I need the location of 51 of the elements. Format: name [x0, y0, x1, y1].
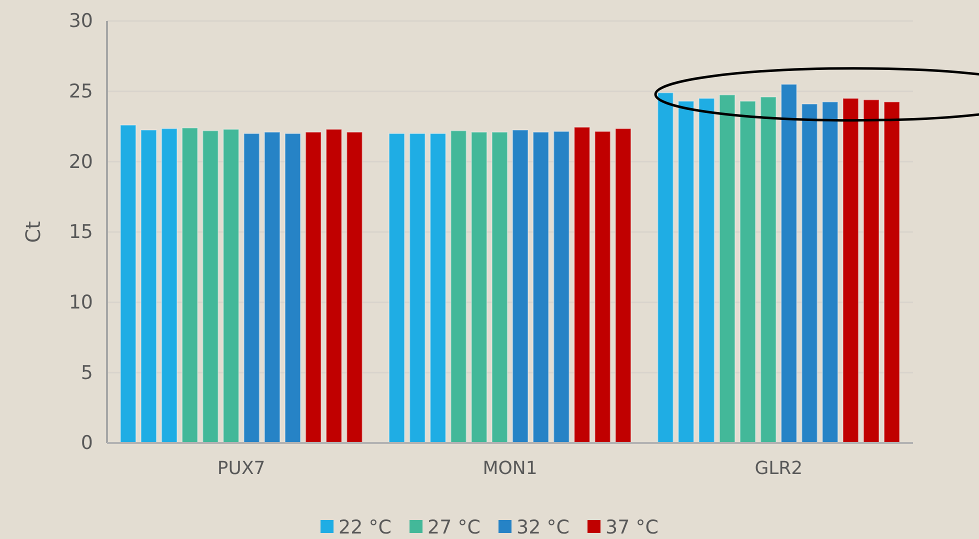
y-tick-label: 10 [68, 291, 93, 314]
bar [884, 101, 900, 444]
x-tick-label: PUX7 [217, 458, 266, 479]
bar [326, 128, 342, 444]
y-axis-title: Ct [21, 220, 45, 243]
bar [222, 128, 240, 444]
bar [140, 130, 157, 444]
bar [305, 132, 322, 444]
bar [182, 127, 198, 444]
bar [470, 132, 488, 444]
bar [346, 132, 363, 444]
legend-label: 37 °C [605, 516, 658, 539]
bar [863, 99, 880, 444]
bar [553, 130, 570, 444]
bar [284, 133, 301, 444]
bar [801, 103, 818, 444]
bar [678, 100, 694, 444]
bar [614, 128, 632, 444]
bar [243, 133, 260, 444]
x-tick-label: MON1 [482, 458, 538, 479]
bar [388, 133, 406, 444]
bar [740, 100, 756, 444]
legend-label: 27 °C [428, 516, 480, 539]
bar [161, 128, 178, 444]
bar [574, 126, 590, 444]
bar [594, 130, 611, 444]
bar [202, 130, 219, 444]
x-tick-label: GLR2 [754, 458, 803, 479]
bar [430, 133, 446, 444]
legend-label: 32 °C [516, 516, 570, 539]
bar [491, 132, 508, 444]
bar [760, 96, 777, 444]
bar [512, 130, 529, 444]
y-tick-label: 30 [68, 10, 93, 32]
bar [120, 124, 136, 444]
y-tick-label: 20 [68, 150, 93, 173]
y-tick-label: 25 [68, 80, 93, 102]
bar [698, 98, 715, 444]
bar [264, 132, 280, 444]
bar [780, 84, 798, 444]
y-tick-label: 5 [80, 362, 93, 384]
bar [657, 92, 674, 444]
y-tick-label: 0 [80, 432, 93, 454]
legend-label: 22 °C [338, 516, 392, 539]
bar [409, 133, 426, 444]
bar [450, 130, 467, 444]
bar [842, 98, 859, 444]
y-tick-label: 15 [68, 221, 93, 244]
bar [822, 101, 838, 444]
bar [719, 94, 736, 444]
bar [532, 132, 550, 444]
